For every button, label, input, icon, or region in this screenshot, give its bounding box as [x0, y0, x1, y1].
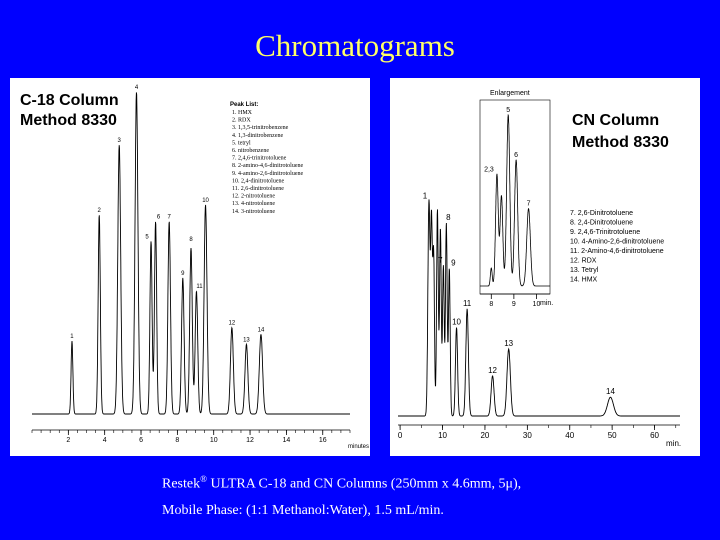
c18-peak-label: 8: [189, 237, 193, 243]
c18-chromatogram-panel: C-18 Column Method 8330 Peak List: 1. HM…: [10, 78, 370, 456]
cn-peak-label: 11: [463, 299, 472, 308]
c18-legend-item: 11. 2,6-dinitrotoluene: [232, 186, 284, 192]
cn-legend-item: 10. 4-Amino-2,6-dinitrotoluene: [570, 239, 664, 246]
cn-tick-label: 20: [480, 431, 489, 440]
inset-frame: [479, 99, 551, 295]
caption-brand: Restek: [162, 476, 201, 492]
cn-tick-label: 40: [565, 431, 574, 440]
cn-peak-label: 1: [423, 192, 428, 201]
inset-peak-label: 5: [506, 107, 510, 114]
cn-legend-item: 9. 2,4,6-Trinitrotoluene: [570, 229, 640, 236]
c18-peak-label: 5: [145, 234, 149, 240]
c18-tick-label: 6: [139, 437, 143, 444]
cn-chromatogram-panel: CN Column Method 8330 7. 2,6-Dinitrotolu…: [390, 78, 700, 456]
cn-plot-area: 0 10 20 30 40 50 60 1 7 8 9 10 11 12 13 14: [398, 192, 680, 440]
inset-x-axis-label: min.: [540, 300, 553, 307]
inset-title: Enlargement: [490, 90, 530, 97]
caption-columns-text: ULTRA C-18 and CN Columns (250mm x 4.6mm…: [206, 476, 522, 492]
cn-peak-label: 12: [488, 366, 497, 375]
c18-peak-label: 4: [135, 85, 139, 91]
inset-trace-line: [480, 114, 550, 287]
c18-legend-item: 7. 2,4,6-trinitrotoluene: [232, 156, 287, 162]
cn-legend: 7. 2,6-Dinitrotoluene 8. 2,4-Dinitrotolue…: [570, 210, 664, 284]
c18-tick-label: 4: [103, 437, 107, 444]
c18-peak-label: 1: [70, 334, 74, 340]
c18-title-line1: C-18 Column: [20, 92, 119, 109]
c18-legend-item: 5. tetryl: [232, 140, 251, 146]
c18-trace-line: [32, 92, 350, 415]
c18-peak-label: 13: [243, 337, 250, 343]
cn-tick-label: 30: [523, 431, 532, 440]
cn-legend-item: 11. 2-Amino-4,6-dinitrotoluene: [570, 248, 664, 255]
inset-peak-label: 6: [514, 152, 518, 159]
c18-legend-item: 13. 4-nitrotoluene: [232, 201, 275, 207]
c18-x-axis-label: minutes: [348, 444, 369, 450]
cn-chromatogram: CN Column Method 8330 7. 2,6-Dinitrotolu…: [398, 90, 681, 448]
c18-tick-label: 12: [246, 437, 254, 444]
cn-peak-label: 10: [452, 318, 461, 327]
cn-title-line1: CN Column: [572, 112, 659, 129]
cn-peak-label: 13: [504, 339, 513, 348]
c18-title-line2: Method 8330: [20, 112, 117, 129]
inset-tick-label: 9: [512, 301, 516, 308]
cn-tick-label: 50: [608, 431, 617, 440]
cn-x-axis-label: min.: [666, 439, 681, 448]
c18-tick-label: 10: [210, 437, 218, 444]
cn-legend-item: 7. 2,6-Dinitrotoluene: [570, 210, 633, 217]
c18-legend-item: 14. 3-nitrotoluene: [232, 209, 275, 215]
inset-peak-label: 7: [527, 201, 531, 208]
c18-peak-label: 2: [98, 208, 102, 214]
c18-peak-label: 12: [229, 321, 236, 327]
cn-trace-line: [398, 199, 680, 417]
cn-legend-item: 8. 2,4-Dinitrotoluene: [570, 220, 633, 227]
inset-tick-label: 10: [533, 301, 541, 308]
c18-peak-label: 6: [157, 214, 161, 220]
cn-tick-label: 60: [650, 431, 659, 440]
c18-tick-label: 2: [66, 437, 70, 444]
slide-title: Chromatograms: [255, 28, 455, 63]
c18-tick-label: 16: [319, 437, 327, 444]
cn-legend-item: 14. HMX: [570, 277, 598, 284]
c18-tick-label: 14: [283, 437, 291, 444]
caption-mobile-phase: Mobile Phase: (1:1 Methanol:Water), 1.5 …: [162, 503, 444, 518]
cn-enlargement-inset: Enlargement 8 9 10 2,3 5 6 7 min.: [479, 90, 553, 308]
cn-peak-label: 8: [446, 213, 451, 222]
c18-legend-item: 12. 2-nitrotoluene: [232, 194, 275, 200]
c18-legend-item: 6. nitrobenzene: [232, 148, 269, 154]
c18-legend-item: 10. 2,4-dinitrotoluene: [232, 178, 284, 184]
cn-legend-item: 13. Tetryl: [570, 267, 599, 274]
c18-tick-label: 8: [175, 437, 179, 444]
registered-mark: ®: [200, 474, 207, 484]
inset-peak-label: 2,3: [484, 166, 494, 173]
c18-peak-label: 9: [181, 271, 185, 277]
cn-tick-label: 0: [398, 431, 403, 440]
c18-legend-title: Peak List:: [230, 102, 258, 108]
c18-legend-item: 9. 4-amino-2,6-dinitrotoluene: [232, 171, 303, 177]
c18-peak-label: 7: [168, 214, 172, 220]
cn-title-line2: Method 8330: [572, 134, 669, 151]
c18-peak-label: 14: [258, 327, 265, 333]
c18-peak-label: 3: [118, 138, 122, 144]
cn-legend-item: 12. RDX: [570, 258, 597, 265]
inset-tick-label: 8: [489, 301, 493, 308]
caption-columns: Restek® ULTRA C-18 and CN Columns (250mm…: [162, 474, 521, 493]
cn-peak-label: 7: [438, 256, 443, 265]
c18-peak-label: 11: [196, 284, 203, 290]
cn-peak-label: 9: [451, 259, 456, 268]
cn-peak-label: 14: [606, 387, 615, 396]
c18-peak-label: 10: [202, 198, 209, 204]
c18-chromatogram: C-18 Column Method 8330 Peak List: 1. HM…: [20, 85, 369, 450]
c18-legend-item: 2. RDX: [232, 118, 251, 124]
c18-legend-item: 1. HMX: [232, 110, 253, 116]
cn-tick-label: 10: [438, 431, 447, 440]
c18-legend-item: 4. 1,3-dinitrobenzene: [232, 133, 283, 139]
c18-legend-item: 3. 1,3,5-trinitrobenzene: [232, 125, 289, 131]
c18-legend-item: 8. 2-amino-4,6-dinitrotoluene: [232, 163, 303, 169]
